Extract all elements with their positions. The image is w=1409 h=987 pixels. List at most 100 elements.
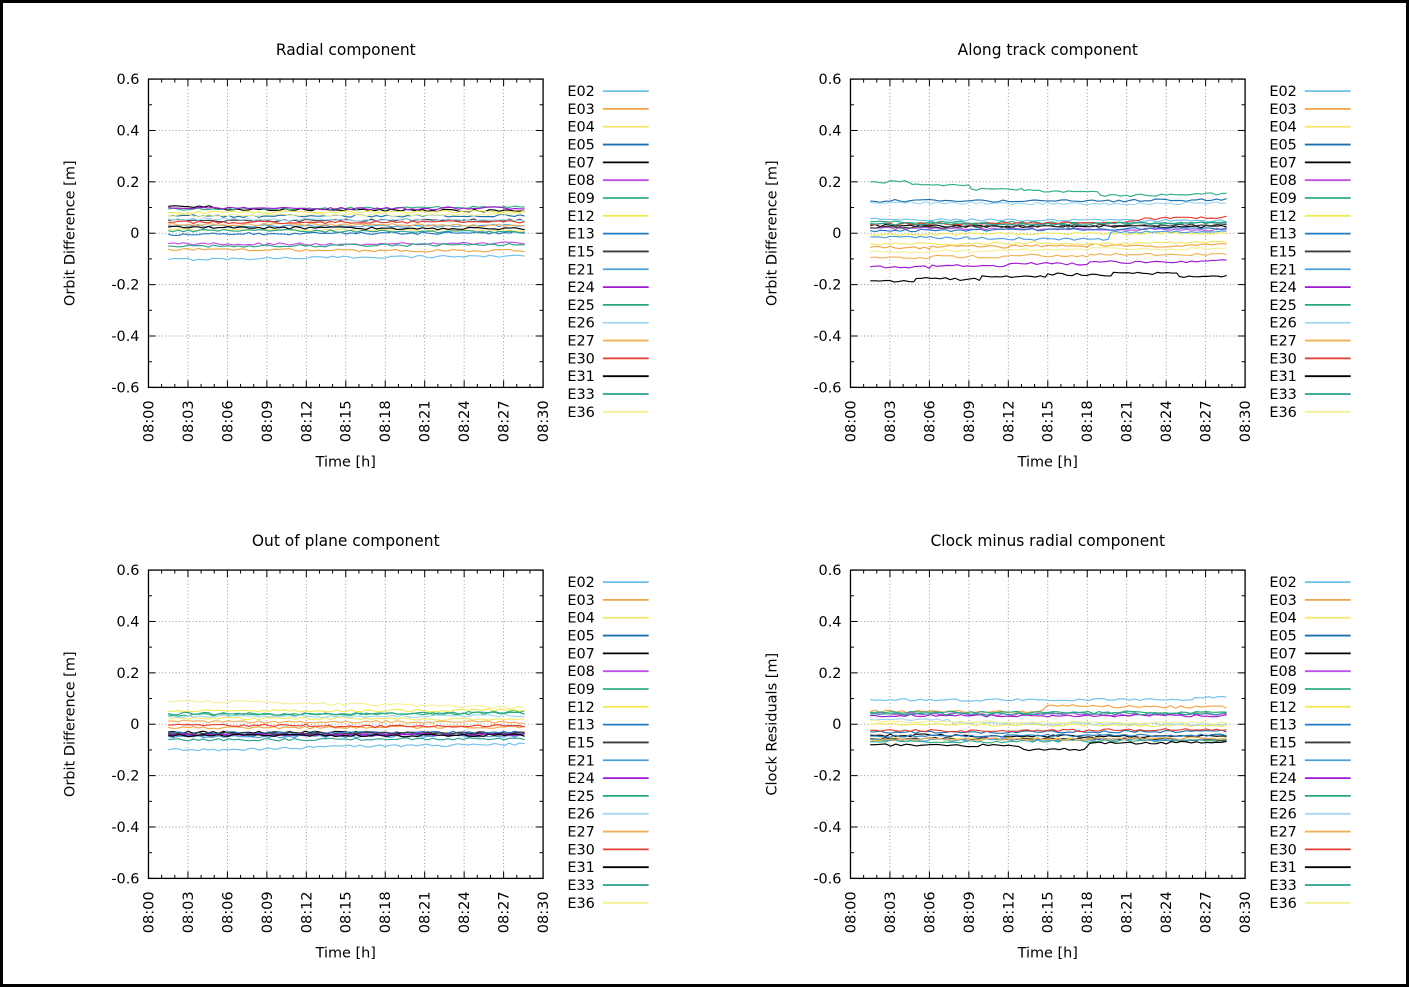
legend-label-E02: E02 [1269, 575, 1296, 591]
series-E12 [168, 707, 525, 712]
series-E13 [168, 231, 525, 237]
legend-label-E27: E27 [567, 824, 594, 840]
legend-label-E25: E25 [567, 788, 594, 804]
svg-text:0: 0 [832, 717, 841, 733]
chart-title: Along track component [957, 41, 1137, 59]
series-E25 [869, 710, 1227, 714]
svg-text:-0.2: -0.2 [813, 768, 841, 784]
svg-text:08:15: 08:15 [1040, 891, 1056, 933]
chart-grid: 0.6 0.4 0.2 0 -0.2 -0.4 -0.6 08:00 08:03 08:06 08:… [3, 3, 1406, 984]
legend-label-E03: E03 [567, 102, 594, 118]
svg-text:0.2: 0.2 [818, 665, 841, 681]
legend-label-E21: E21 [567, 753, 594, 769]
x-tick-labels: 08:00 08:03 08:06 08:09 08:12 08:15 08:18 08:21… [843, 400, 1254, 442]
series-E30 [168, 220, 525, 225]
series-E25 [168, 710, 525, 716]
series-E30 [869, 727, 1227, 733]
svg-text:-0.4: -0.4 [813, 329, 841, 345]
chart-along-track: 0.6 0.4 0.2 0 -0.2 -0.4 -0.6 08:00 08:03 08:06 08:… [705, 3, 1407, 494]
svg-text:-0.4: -0.4 [111, 819, 139, 835]
series-E27 [168, 222, 525, 228]
series-E26 [869, 201, 1227, 206]
svg-text:08:24: 08:24 [1159, 891, 1175, 933]
legend-label-E30: E30 [567, 351, 594, 367]
chart-out-of-plane: 0.6 0.4 0.2 0 -0.2 -0.4 -0.6 08:00 08:03 08:06 08:… [3, 494, 705, 985]
svg-text:08:30: 08:30 [1238, 891, 1254, 933]
series-E03 [168, 247, 525, 253]
legend-label-E05: E05 [567, 138, 594, 154]
svg-text:08:06: 08:06 [922, 400, 938, 442]
legend-label-E30: E30 [1269, 351, 1296, 367]
legend-label-E08: E08 [567, 173, 594, 189]
chart-title: Out of plane component [252, 532, 440, 550]
legend-label-E26: E26 [1269, 806, 1296, 822]
legend-label-E09: E09 [1269, 191, 1296, 207]
chart-radial: 0.6 0.4 0.2 0 -0.2 -0.4 -0.6 08:00 08:03 08:06 08:… [3, 3, 705, 494]
legend-label-E24: E24 [1269, 280, 1296, 296]
series-lines [168, 205, 525, 262]
svg-text:08:21: 08:21 [1119, 400, 1135, 442]
svg-text:08:06: 08:06 [220, 891, 236, 933]
legend-label-E13: E13 [567, 227, 594, 243]
legend: E02E03E04E05E07E08E09E12E13E15E21E24E25E… [567, 575, 649, 911]
svg-text:0.2: 0.2 [818, 175, 841, 191]
series-E33 [869, 221, 1227, 226]
legend-label-E08: E08 [1269, 664, 1296, 680]
series-E12 [869, 231, 1227, 237]
series-E02 [168, 254, 525, 262]
legend-label-E36: E36 [1269, 405, 1296, 421]
svg-text:-0.6: -0.6 [111, 871, 139, 887]
svg-text:08:00: 08:00 [141, 891, 157, 933]
svg-text:0: 0 [130, 226, 139, 242]
svg-text:08:03: 08:03 [181, 400, 197, 442]
legend-label-E02: E02 [567, 575, 594, 591]
x-axis-label: Time [h] [315, 454, 376, 470]
svg-text:08:18: 08:18 [1080, 400, 1096, 442]
axis-ticks [849, 78, 1246, 388]
chart-title: Clock minus radial component [930, 532, 1165, 550]
y-axis-label: Orbit Difference [m] [63, 160, 79, 306]
series-E33 [168, 228, 525, 234]
legend-label-E36: E36 [1269, 895, 1296, 911]
x-tick-labels: 08:00 08:03 08:06 08:09 08:12 08:15 08:18 08:21… [141, 891, 552, 933]
svg-text:08:18: 08:18 [378, 400, 394, 442]
legend-label-E13: E13 [1269, 717, 1296, 733]
series-E03 [869, 243, 1227, 250]
x-axis-label: Time [h] [1016, 454, 1077, 470]
series-E12 [168, 209, 525, 215]
svg-text:08:12: 08:12 [1001, 400, 1017, 442]
series-E13 [869, 733, 1227, 738]
legend-label-E04: E04 [1269, 120, 1296, 136]
series-E15 [869, 223, 1227, 229]
chart-radial-svg: 0.60.40.20-0.2-0.4-0.608:00 08:03 08:06 08:… [63, 41, 649, 470]
series-E21 [168, 733, 525, 738]
series-E21 [869, 230, 1227, 241]
series-E02 [869, 217, 1227, 223]
legend-label-E27: E27 [1269, 334, 1296, 350]
legend-label-E05: E05 [567, 628, 594, 644]
chart-title: Radial component [276, 41, 416, 59]
series-E31 [869, 271, 1227, 283]
series-E02 [168, 741, 525, 751]
svg-text:0: 0 [832, 226, 841, 242]
y-axis-label: Orbit Difference [m] [63, 651, 79, 797]
legend-label-E36: E36 [567, 895, 594, 911]
series-E33 [168, 736, 525, 742]
svg-text:08:30: 08:30 [1238, 400, 1254, 442]
legend-label-E05: E05 [1269, 138, 1296, 154]
legend-label-E12: E12 [1269, 209, 1296, 225]
series-E36 [168, 699, 525, 709]
legend-label-E03: E03 [1269, 592, 1296, 608]
legend-label-E36: E36 [567, 405, 594, 421]
legend-label-E21: E21 [1269, 753, 1296, 769]
y-tick-labels: 0.6 0.4 0.2 0 -0.2 -0.4 -0.6 [111, 563, 139, 887]
legend-label-E26: E26 [567, 316, 594, 332]
x-tick-labels: 08:00 08:03 08:06 08:09 08:12 08:15 08:18 08:21… [141, 400, 552, 442]
series-E05 [869, 198, 1227, 203]
chart-clock-minus-radial: 0.6 0.4 0.2 0 -0.2 -0.4 -0.6 08:00 08:03 08:06 08:… [705, 494, 1407, 985]
svg-text:-0.2: -0.2 [813, 278, 841, 294]
svg-text:0.4: 0.4 [117, 614, 140, 630]
svg-text:08:18: 08:18 [378, 891, 394, 933]
legend: E02E03E04E05E07E08E09E12E13E15E21E24E25E… [567, 84, 649, 421]
